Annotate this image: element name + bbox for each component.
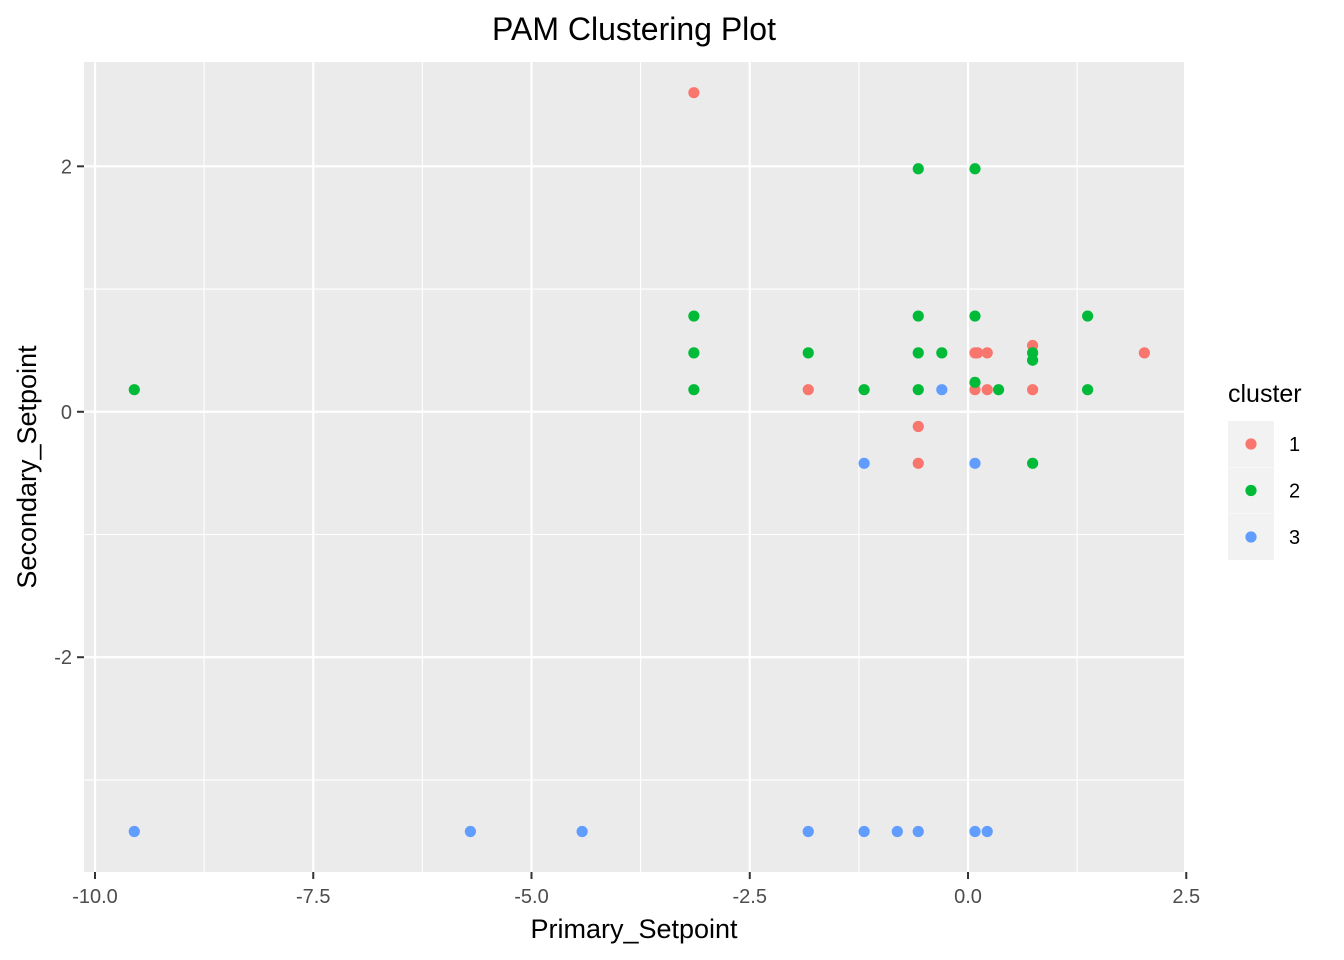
data-point-cluster-2 [1082,384,1094,396]
legend-label-cluster-1: 1 [1289,434,1300,456]
data-point-cluster-2 [912,163,924,175]
data-point-cluster-1 [688,87,700,99]
legend-label-cluster-3: 3 [1289,527,1300,549]
legend-key-cluster-3 [1245,531,1257,543]
data-point-cluster-3 [576,825,588,838]
data-point-cluster-1 [981,347,993,359]
data-point-cluster-1 [1027,384,1039,396]
data-point-cluster-3 [981,825,993,838]
data-points [128,87,1150,838]
data-point-cluster-3 [464,825,476,838]
x-tick-label: -7.5 [296,886,330,908]
data-point-cluster-1 [1138,347,1150,359]
y-tick-label: 2 [61,156,72,178]
x-axis: -10.0 -7.5 -5.0 -2.5 0.0 2.5 [72,872,1200,908]
data-point-cluster-2 [802,347,814,359]
data-point-cluster-2 [992,384,1005,396]
data-point-cluster-3 [802,825,814,838]
data-point-cluster-2 [1027,354,1039,366]
plot-panel [84,62,1184,872]
legend-key-cluster-2 [1245,484,1257,497]
data-point-cluster-1 [981,384,993,396]
data-point-cluster-3 [128,825,140,838]
y-axis-title: Secondary_Setpoint [12,345,42,589]
x-tick-label: 0.0 [954,886,982,908]
data-point-cluster-2 [688,310,700,322]
data-point-cluster-2 [969,310,981,322]
grid [84,62,1188,872]
legend-label-cluster-2: 2 [1289,481,1300,503]
data-point-cluster-2 [969,376,981,388]
data-point-cluster-3 [969,457,981,469]
x-tick-label: -5.0 [514,886,548,908]
y-tick-label: -2 [54,647,72,669]
data-point-cluster-1 [912,457,924,469]
data-point-cluster-2 [688,347,700,359]
data-point-cluster-3 [936,384,948,396]
data-point-cluster-3 [858,825,870,838]
x-axis-title: Primary_Setpoint [530,914,738,944]
x-tick-label: 2.5 [1172,886,1200,908]
chart-title: PAM Clustering Plot [492,11,776,47]
data-point-cluster-2 [1027,457,1039,469]
legend-key-cluster-1 [1245,438,1257,450]
data-point-cluster-1 [912,420,924,433]
legend-title: cluster [1228,380,1302,408]
data-point-cluster-1 [972,347,984,359]
data-point-cluster-2 [688,384,700,396]
data-point-cluster-2 [912,347,924,359]
x-tick-label: -10.0 [72,886,118,908]
data-point-cluster-2 [936,347,948,359]
data-point-cluster-2 [1082,310,1094,322]
data-point-cluster-2 [969,163,981,175]
y-axis: -2 0 2 [54,156,84,669]
data-point-cluster-3 [969,825,981,838]
legend: cluster 1 2 3 [1228,380,1302,560]
data-point-cluster-1 [802,384,814,396]
data-point-cluster-2 [912,310,924,322]
data-point-cluster-2 [128,384,140,396]
data-point-cluster-3 [891,825,903,838]
data-point-cluster-2 [912,384,924,396]
y-tick-label: 0 [61,402,72,424]
data-point-cluster-3 [912,825,924,838]
data-point-cluster-3 [858,457,870,469]
data-point-cluster-2 [858,384,870,396]
x-tick-label: -2.5 [733,886,767,908]
